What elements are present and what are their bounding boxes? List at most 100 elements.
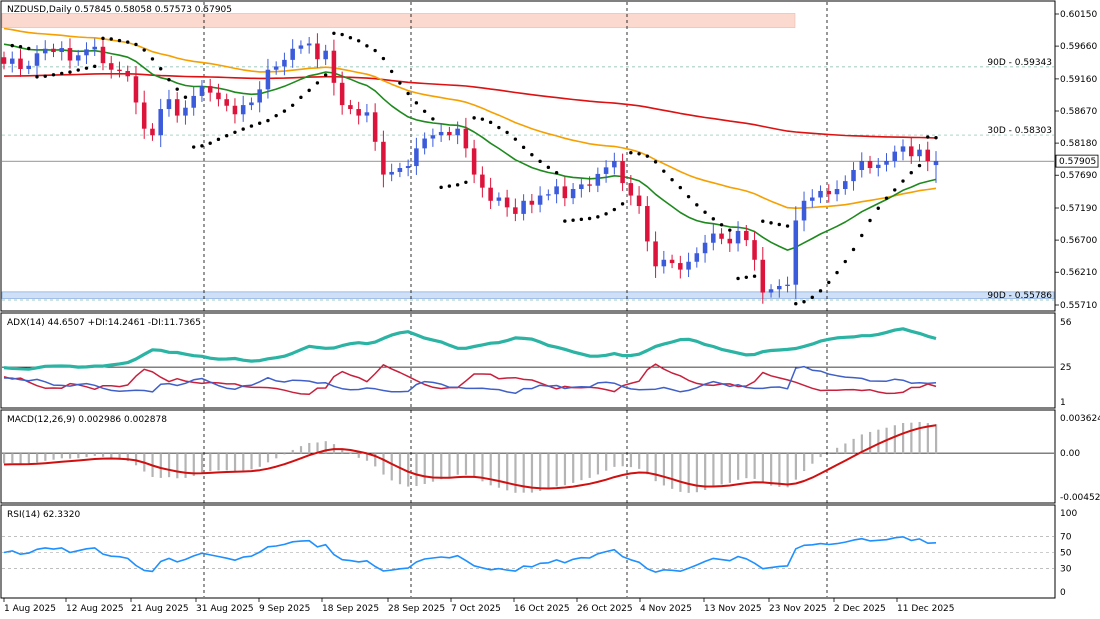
- psar-dot: [909, 171, 913, 175]
- psar-dot: [175, 87, 179, 91]
- candle-body: [636, 195, 642, 207]
- candle-body: [661, 259, 667, 267]
- macd-histogram-bar: [200, 453, 204, 473]
- ma-20-line: [3, 43, 937, 251]
- date-tick-label: 1 Aug 2025: [4, 604, 56, 614]
- candle-body: [521, 200, 526, 214]
- macd-histogram-bar: [101, 453, 105, 457]
- psar-dot: [587, 216, 592, 221]
- candle-body: [348, 105, 353, 110]
- psar-dot: [670, 178, 674, 182]
- candle-body: [273, 66, 279, 70]
- macd-histogram-bar: [382, 453, 385, 475]
- psar-dot: [68, 70, 72, 74]
- psar-dot: [893, 188, 897, 192]
- macd-histogram-bar: [910, 422, 913, 454]
- psar-dot: [728, 228, 732, 232]
- adx-layer: [2, 327, 1054, 396]
- candle-body: [884, 161, 889, 165]
- macd-histogram-bar: [860, 434, 863, 454]
- macd-histogram-bar: [217, 453, 220, 471]
- candle-body: [141, 102, 147, 129]
- candle-body: [166, 99, 172, 110]
- macd-histogram-bar: [877, 429, 880, 454]
- psar-dot: [884, 196, 889, 200]
- macd-histogram-bar: [926, 423, 929, 454]
- candles-layer: [1, 33, 939, 304]
- macd-histogram-bar: [258, 453, 261, 467]
- psar-dot: [571, 218, 575, 222]
- psar-dot: [191, 145, 196, 149]
- psar-dot: [480, 117, 485, 121]
- psar-dot: [505, 130, 509, 135]
- candle-body: [653, 241, 658, 267]
- adx-tick-label: 25: [1060, 363, 1071, 373]
- candle-body: [686, 261, 691, 270]
- current-price-badge: [1055, 154, 1099, 168]
- candle-body: [158, 109, 163, 136]
- macd-histogram-bar: [539, 453, 542, 492]
- candle-body: [356, 109, 361, 116]
- candle-body: [818, 190, 823, 198]
- macd-histogram-bar: [770, 453, 773, 486]
- candle-body: [199, 86, 205, 96]
- macd-histogram-bar: [11, 453, 14, 464]
- candle-body: [744, 230, 749, 241]
- psar-dot: [340, 32, 344, 37]
- macd-histogram-bar: [869, 431, 872, 454]
- rsi-tick-label: 70: [1060, 533, 1072, 543]
- candle-body: [801, 200, 807, 221]
- candle-body: [554, 186, 559, 195]
- psar-dot: [901, 179, 905, 183]
- macd-histogram-bar: [489, 453, 492, 486]
- candle-body: [496, 197, 502, 201]
- macd-histogram-bar: [159, 453, 162, 478]
- candle-body: [455, 128, 460, 136]
- candle-body: [323, 50, 328, 60]
- candle-body: [42, 48, 48, 54]
- price-panel-frame: [0, 0, 1056, 312]
- candle-body: [257, 89, 262, 103]
- macd-histogram-bar: [745, 453, 748, 479]
- macd-histogram-bar: [407, 453, 410, 487]
- macd-histogram-bar: [27, 453, 30, 465]
- macd-histogram-bar: [827, 452, 830, 454]
- candle-body: [240, 105, 246, 115]
- date-tick-label: 28 Sep 2025: [388, 604, 445, 614]
- macd-histogram-bar: [431, 453, 435, 482]
- candle-body: [108, 63, 114, 70]
- psar-dot: [381, 56, 386, 61]
- candle-body: [414, 148, 419, 167]
- candle-body: [513, 207, 518, 214]
- psar-dot: [10, 43, 14, 48]
- candle-body: [694, 253, 700, 262]
- candle-body: [892, 151, 898, 162]
- candle-body: [150, 128, 155, 136]
- macd-tick-label: 0.003624: [1060, 414, 1100, 424]
- psar-dot: [249, 124, 254, 128]
- psar-dot: [802, 300, 806, 304]
- rsi-tick-label: 30: [1060, 564, 1072, 574]
- psar-dot: [620, 202, 625, 206]
- candle-body: [834, 188, 840, 195]
- macd-histogram-bar: [324, 441, 327, 454]
- rsi-panel-frame: [0, 504, 1056, 599]
- candle-body: [331, 50, 337, 83]
- psar-dot: [530, 153, 534, 157]
- date-tick-label: 26 Oct 2025: [577, 604, 633, 614]
- macd-histogram-bar: [464, 453, 468, 475]
- psar-dot: [662, 169, 666, 173]
- date-tick-label: 23 Nov 2025: [769, 604, 827, 614]
- psar-dot: [719, 223, 724, 227]
- candle-body: [51, 48, 56, 53]
- macd-signal-line: [3, 424, 937, 490]
- psar-dot: [629, 151, 633, 155]
- rsi-layer: [2, 535, 1054, 573]
- macd-histogram-bar: [761, 453, 764, 484]
- macd-histogram-bar: [621, 453, 624, 467]
- candle-body: [917, 149, 922, 157]
- candle-body: [678, 263, 683, 270]
- psar-dot: [860, 233, 864, 238]
- psar-dot: [200, 144, 204, 148]
